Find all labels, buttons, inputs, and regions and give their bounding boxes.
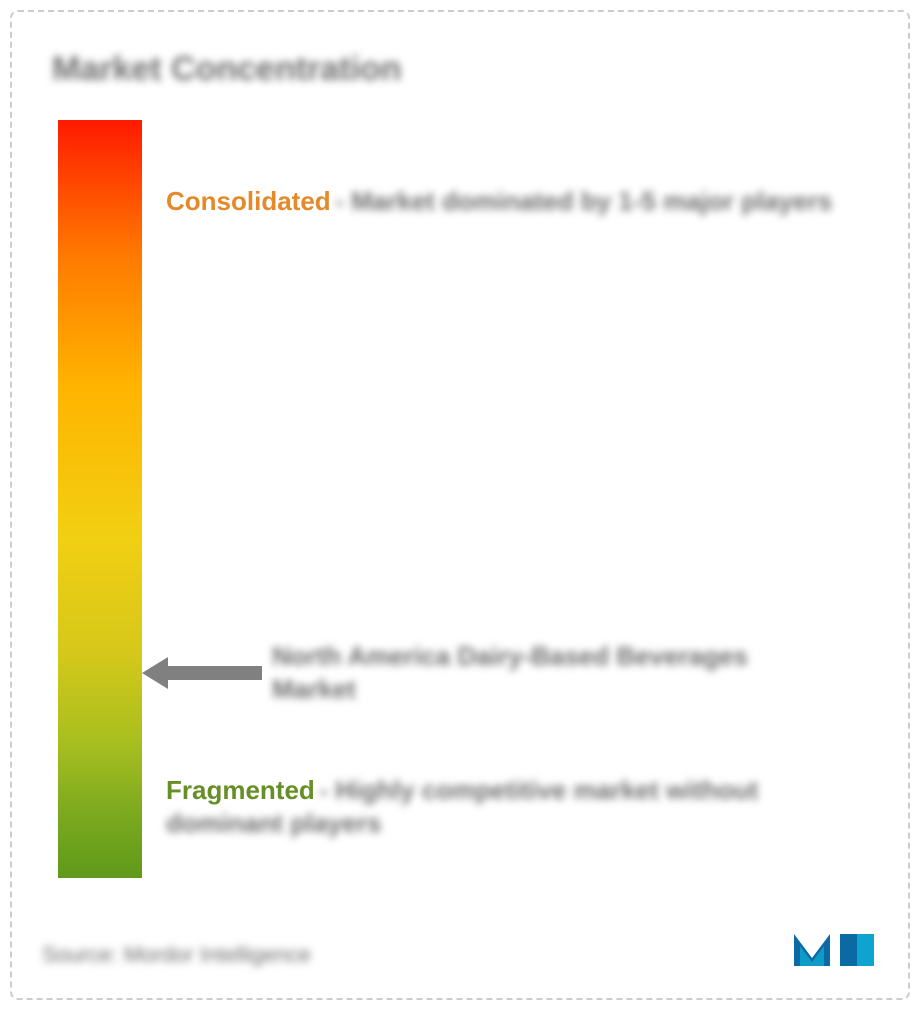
concentration-gradient-bar xyxy=(58,120,142,878)
fragmented-description-line2: dominant players xyxy=(166,808,868,839)
chart-title: Market Concentration xyxy=(52,50,402,89)
source-attribution: Source: Mordor Intelligence xyxy=(42,942,311,968)
market-name-line1: North America Dairy-Based Beverages xyxy=(272,641,748,671)
brand-logo-icon xyxy=(790,922,882,974)
consolidated-description: - Market dominated by 1-5 major players xyxy=(335,186,832,216)
market-name: North America Dairy-Based Beverages Mark… xyxy=(272,640,748,705)
consolidated-annotation: Consolidated - Market dominated by 1-5 m… xyxy=(166,186,868,217)
market-name-line2: Market xyxy=(272,674,356,704)
market-position-marker: North America Dairy-Based Beverages Mark… xyxy=(142,640,748,705)
infographic-frame: Market Concentration Consolidated - Mark… xyxy=(10,10,910,1000)
fragmented-description-line1: - Highly competitive market without xyxy=(319,775,758,805)
consolidated-label: Consolidated xyxy=(166,186,331,216)
fragmented-label: Fragmented xyxy=(166,775,315,805)
fragmented-annotation: Fragmented - Highly competitive market w… xyxy=(166,772,868,839)
left-arrow-icon xyxy=(142,653,262,693)
